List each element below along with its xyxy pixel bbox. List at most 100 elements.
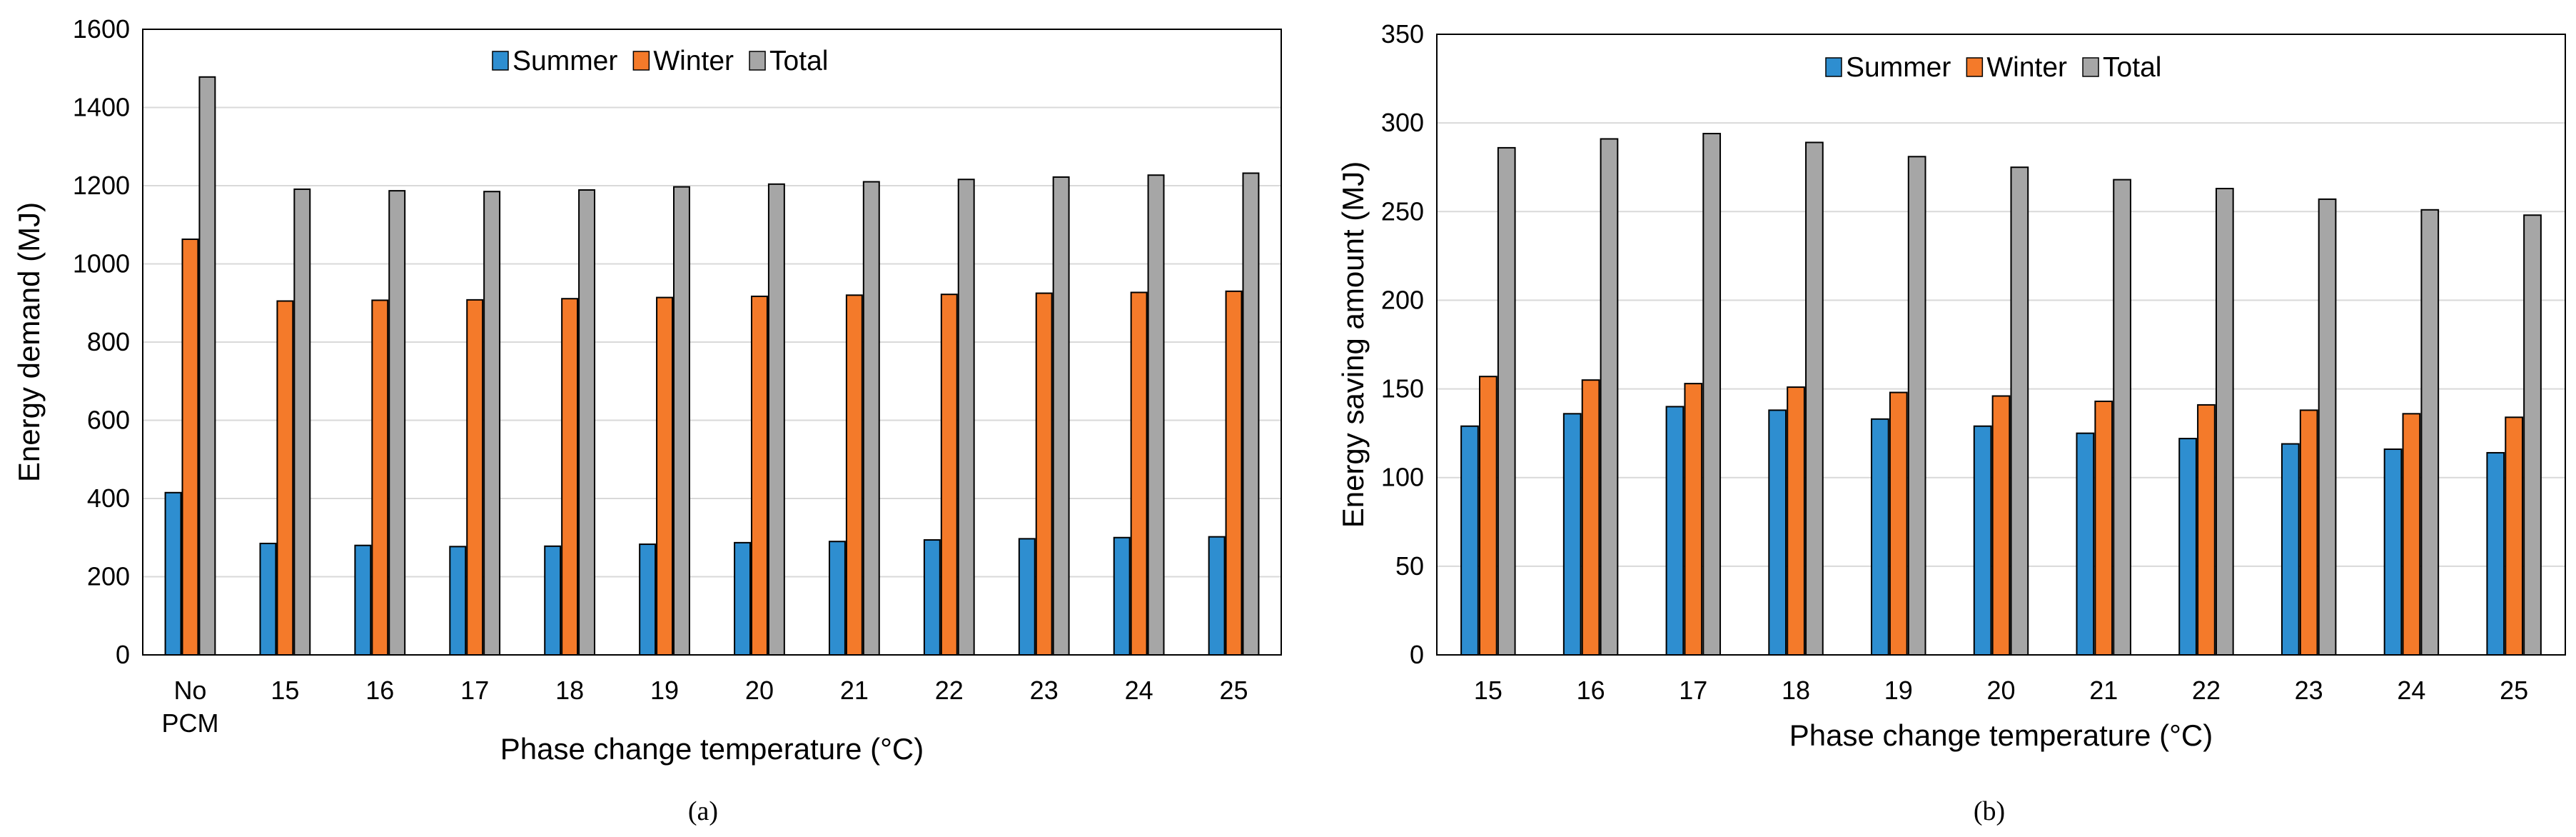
chart-a-y-tick-label: 1600 (73, 14, 130, 44)
chart-a-y-tick-label: 1200 (73, 171, 130, 200)
chart-a-legend-swatch-total (749, 51, 766, 71)
chart-b-bar-total (2113, 179, 2131, 656)
chart-a-x-tick-label: 18 (555, 676, 584, 705)
chart-a-bar-total (578, 189, 596, 656)
chart-b-x-axis-title: Phase change temperature (°C) (1789, 718, 2213, 752)
chart-b-bar-winter (2094, 400, 2113, 656)
chart-b-bar-winter (1787, 386, 1805, 656)
chart-a-bar-winter (845, 294, 863, 656)
chart-a-legend-label-total: Total (769, 46, 828, 76)
chart-b-bar-winter (1684, 383, 1703, 656)
chart-a-y-axis-title: Energy demand (MJ) (12, 202, 46, 482)
chart-a-plot-frame (142, 29, 1282, 656)
chart-a-bar-winter (940, 294, 958, 656)
chart-b-x-tick-label: 21 (2089, 676, 2118, 705)
chart-a-bar-winter (1130, 291, 1148, 656)
chart-b-bar-total (2010, 166, 2029, 656)
chart-b-bar-total (1805, 141, 1824, 656)
chart-b-bar-summer (1871, 418, 1889, 656)
chart-b-y-tick-label: 300 (1381, 108, 1424, 137)
chart-a-bar-summer (354, 544, 372, 656)
chart-a-legend-label-summer: Summer (512, 46, 617, 76)
chart-a-gridlines (143, 106, 1281, 578)
chart-b-bar-winter (1889, 391, 1908, 656)
chart-a-x-tick-label: 16 (365, 676, 394, 705)
chart-a-x-tick-label: 21 (840, 676, 869, 705)
chart-a-legend-label-winter: Winter (653, 46, 734, 76)
chart-b-bar-winter (1479, 376, 1497, 656)
chart-b-legend-swatch-total (2082, 57, 2099, 77)
chart-a: 0 200 400 600 800 1000 1200 1400 1600 No PCM 15 16 1… (12, 14, 1282, 826)
chart-a-y-tick-label: 1400 (73, 93, 130, 122)
chart-b: 0 50 100 150 200 250 300 350 15 16 17 18 19 20 21 22 23… (1336, 19, 2566, 826)
chart-a-bar-total (388, 190, 406, 656)
chart-b-x-tick-label: 18 (1782, 676, 1810, 705)
chart-b-bar-summer (1665, 406, 1684, 656)
chart-b-y-tick-label: 50 (1395, 551, 1424, 581)
chart-b-bar-winter (1991, 395, 2011, 656)
chart-b-bars (1460, 133, 2542, 656)
chart-b-y-axis-title: Energy saving amount (MJ) (1336, 161, 1370, 528)
chart-a-x-tick-label: No PCM (161, 676, 218, 738)
chart-b-bar-summer (1768, 409, 1787, 656)
chart-a-x-axis-title: Phase change temperature (°C) (500, 732, 924, 766)
chart-a-bar-winter (750, 295, 768, 656)
chart-b-bar-summer (2486, 451, 2505, 656)
chart-b-bar-winter (2197, 404, 2216, 656)
chart-b-bar-total (2318, 198, 2337, 656)
chart-a-bar-winter (181, 239, 199, 656)
chart-a-bar-summer (1018, 538, 1036, 656)
chart-a-bar-summer (259, 542, 277, 656)
chart-a-bar-total (1052, 176, 1070, 656)
chart-b-x-tick-label: 25 (2500, 676, 2528, 705)
chart-b-legend: Summer Winter Total (1825, 52, 2161, 83)
chart-b-x-tick-label: 23 (2295, 676, 2323, 705)
chart-a-y-tick-label: 400 (87, 483, 130, 513)
chart-b-bar-total (1497, 146, 1516, 656)
chart-b-bar-summer (1562, 413, 1582, 656)
chart-a-bar-summer (544, 545, 562, 656)
chart-b-x-ticks: 15 16 17 18 19 20 21 22 23 24 25 (1474, 676, 2528, 705)
chart-a-y-tick-label: 1000 (73, 249, 130, 279)
chart-b-panel-label: (b) (1974, 796, 2005, 826)
chart-b-bar-winter (2505, 416, 2523, 656)
chart-a-bar-winter (276, 300, 294, 656)
chart-b-legend-swatch-summer (1825, 57, 1842, 77)
chart-b-bar-total (1600, 138, 1619, 656)
chart-a-bar-summer (1113, 536, 1131, 656)
chart-a-x-tick-label: 23 (1030, 676, 1059, 705)
chart-b-legend-label-winter: Winter (1986, 52, 2067, 83)
chart-a-x-tick-label: 15 (271, 676, 299, 705)
chart-b-x-tick-label: 19 (1884, 676, 1913, 705)
chart-b-x-tick-label: 16 (1577, 676, 1605, 705)
chart-a-y-tick-label: 200 (87, 562, 130, 591)
chart-a-x-tick-label: 20 (745, 676, 774, 705)
chart-a-bar-summer (164, 491, 182, 656)
chart-a-x-tick-label: 19 (650, 676, 679, 705)
chart-b-bar-winter (1581, 379, 1600, 656)
chart-a-bar-total (862, 181, 880, 656)
chart-b-bar-total (2215, 188, 2234, 656)
chart-b-x-tick-label: 22 (2192, 676, 2221, 705)
chart-a-bar-total (767, 183, 785, 656)
chart-b-x-tick-label: 24 (2397, 676, 2425, 705)
chart-a-bar-winter (1035, 292, 1053, 656)
chart-a-bar-total (1242, 172, 1260, 656)
chart-a-bar-summer (828, 541, 846, 656)
chart-b-bar-summer (2076, 432, 2095, 656)
chart-b-bar-summer (1460, 425, 1479, 656)
chart-a-y-ticks: 0 200 400 600 800 1000 1200 1400 1600 (73, 14, 130, 669)
chart-b-legend-label-total: Total (2103, 52, 2161, 83)
chart-a-bar-total (483, 191, 501, 656)
chart-a-legend: Summer Winter Total (492, 46, 828, 76)
chart-b-y-tick-label: 200 (1381, 285, 1424, 314)
chart-a-bar-total (198, 76, 216, 656)
chart-a-x-ticks: No PCM 15 16 17 18 19 20 21 22 23 24 25 (161, 676, 1248, 738)
chart-a-y-tick-label: 800 (87, 327, 130, 356)
chart-a-bar-total (1147, 174, 1165, 656)
chart-b-y-tick-label: 100 (1381, 463, 1424, 492)
chart-a-bar-winter (561, 298, 579, 656)
chart-b-legend-swatch-winter (1966, 57, 1984, 77)
chart-b-y-ticks: 0 50 100 150 200 250 300 350 (1381, 19, 1424, 669)
